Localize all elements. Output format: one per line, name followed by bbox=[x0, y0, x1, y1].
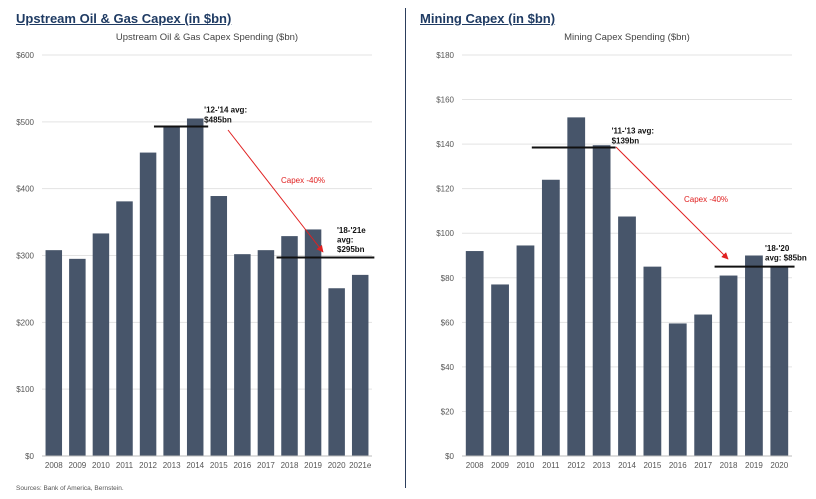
y-tick-label: $100 bbox=[436, 229, 454, 238]
y-tick-label: $0 bbox=[445, 452, 454, 461]
bar bbox=[694, 314, 713, 456]
decline-arrow bbox=[615, 146, 729, 260]
x-tick-label: 2011 bbox=[542, 461, 560, 470]
x-tick-label: 2008 bbox=[466, 461, 484, 470]
y-tick-label: $400 bbox=[16, 185, 34, 194]
mining-heading: Mining Capex (in $bn) bbox=[420, 11, 556, 26]
x-tick-label: 2014 bbox=[618, 461, 636, 470]
avg-label-low-line2: avg: bbox=[337, 236, 353, 245]
x-tick-label: 2008 bbox=[45, 461, 63, 470]
x-tick-label: 2013 bbox=[163, 461, 181, 470]
y-tick-label: $120 bbox=[436, 185, 454, 194]
y-tick-label: $0 bbox=[25, 452, 34, 461]
avg-label-low-line2: avg: $85bn bbox=[765, 254, 807, 263]
x-tick-label: 2019 bbox=[304, 461, 322, 470]
bar bbox=[643, 266, 662, 456]
x-tick-label: 2020 bbox=[328, 461, 346, 470]
oil-gas-chart: Upstream Oil & Gas Capex Spending ($bn) $… bbox=[16, 32, 375, 470]
avg-label-high-line2: $139bn bbox=[612, 136, 640, 145]
bar bbox=[92, 233, 110, 456]
y-tick-label: $600 bbox=[16, 51, 34, 60]
x-tick-label: 2009 bbox=[491, 461, 509, 470]
bar bbox=[567, 117, 586, 456]
bar bbox=[210, 196, 228, 457]
bar bbox=[516, 245, 535, 456]
x-tick-label: 2016 bbox=[669, 461, 687, 470]
y-tick-label: $140 bbox=[436, 140, 454, 149]
bar bbox=[163, 126, 180, 457]
decline-arrow-label: Capex -40% bbox=[281, 176, 325, 185]
x-tick-label: 2017 bbox=[694, 461, 712, 470]
x-tick-label: 2020 bbox=[770, 461, 788, 470]
avg-label-high-line1: '12-'14 avg: bbox=[204, 106, 247, 115]
bar bbox=[592, 145, 611, 456]
bar bbox=[304, 229, 322, 456]
bar bbox=[668, 323, 687, 456]
mining-chart: Mining Capex Spending ($bn) $0 $20 $40 $60 $8… bbox=[436, 32, 807, 470]
oil-gas-panel: Upstream Oil & Gas Capex (in $bn) Upstre… bbox=[0, 0, 404, 499]
x-tick-label: 2012 bbox=[139, 461, 157, 470]
avg-label-high-line2: $485bn bbox=[204, 116, 232, 125]
x-tick-label: 2019 bbox=[745, 461, 763, 470]
bar bbox=[491, 284, 509, 456]
bar bbox=[186, 118, 204, 456]
bar bbox=[281, 236, 298, 456]
panel-divider bbox=[405, 8, 406, 488]
avg-label-low-line3: $295bn bbox=[337, 245, 365, 254]
bar bbox=[69, 258, 86, 456]
y-tick-label: $60 bbox=[441, 318, 455, 327]
bar bbox=[745, 255, 763, 456]
bar bbox=[139, 152, 157, 456]
y-tick-label: $500 bbox=[16, 118, 34, 127]
y-tick-label: $160 bbox=[436, 96, 454, 105]
x-tick-label: 2009 bbox=[68, 461, 86, 470]
y-tick-label: $180 bbox=[436, 51, 454, 60]
x-tick-label: 2018 bbox=[281, 461, 299, 470]
x-tick-label: 2016 bbox=[233, 461, 251, 470]
bar bbox=[618, 216, 636, 456]
x-tick-label: 2015 bbox=[210, 461, 228, 470]
x-tick-label: 2021e bbox=[349, 461, 372, 470]
chart-title: Upstream Oil & Gas Capex Spending ($bn) bbox=[116, 32, 298, 43]
x-tick-label: 2011 bbox=[116, 461, 134, 470]
avg-label-high: '12-'14 avg: $485bn bbox=[204, 106, 247, 125]
bar bbox=[328, 288, 345, 456]
y-tick-label: $80 bbox=[441, 274, 455, 283]
y-tick-label: $20 bbox=[441, 407, 455, 416]
bar bbox=[719, 275, 738, 456]
avg-label-low-line1: '18-'20 bbox=[765, 244, 790, 253]
avg-label-low-line1: '18-'21e bbox=[337, 226, 366, 235]
avg-label-high: '11-'13 avg: $139bn bbox=[612, 126, 655, 145]
sources-note: Sources: Bank of America, Bernstein. bbox=[16, 485, 124, 492]
bar bbox=[45, 250, 63, 456]
bar bbox=[351, 274, 369, 456]
mining-panel: Mining Capex (in $bn) Mining Capex Spend… bbox=[410, 0, 816, 499]
x-tick-label: 2010 bbox=[92, 461, 110, 470]
x-tick-label: 2013 bbox=[593, 461, 611, 470]
decline-arrow bbox=[227, 129, 324, 253]
x-tick-label: 2017 bbox=[257, 461, 275, 470]
bar bbox=[465, 251, 484, 456]
y-tick-label: $200 bbox=[16, 318, 34, 327]
avg-label-low: '18-'21e avg: $295bn bbox=[337, 226, 366, 254]
x-tick-label: 2018 bbox=[720, 461, 738, 470]
avg-label-high-line1: '11-'13 avg: bbox=[612, 126, 655, 135]
y-tick-label: $40 bbox=[441, 363, 455, 372]
x-tick-label: 2012 bbox=[567, 461, 585, 470]
bar bbox=[234, 254, 251, 456]
decline-arrow-label: Capex -40% bbox=[684, 195, 728, 204]
chart-title: Mining Capex Spending ($bn) bbox=[564, 32, 690, 43]
x-tick-label: 2010 bbox=[517, 461, 535, 470]
x-tick-label: 2014 bbox=[186, 461, 204, 470]
bar bbox=[770, 266, 789, 456]
bar bbox=[116, 201, 133, 456]
oil-gas-heading: Upstream Oil & Gas Capex (in $bn) bbox=[16, 11, 232, 26]
x-tick-label: 2015 bbox=[643, 461, 661, 470]
y-tick-label: $300 bbox=[16, 252, 34, 261]
bar bbox=[541, 179, 560, 456]
y-tick-label: $100 bbox=[16, 385, 34, 394]
bar bbox=[257, 250, 275, 456]
avg-label-low: '18-'20 avg: $85bn bbox=[765, 244, 807, 263]
